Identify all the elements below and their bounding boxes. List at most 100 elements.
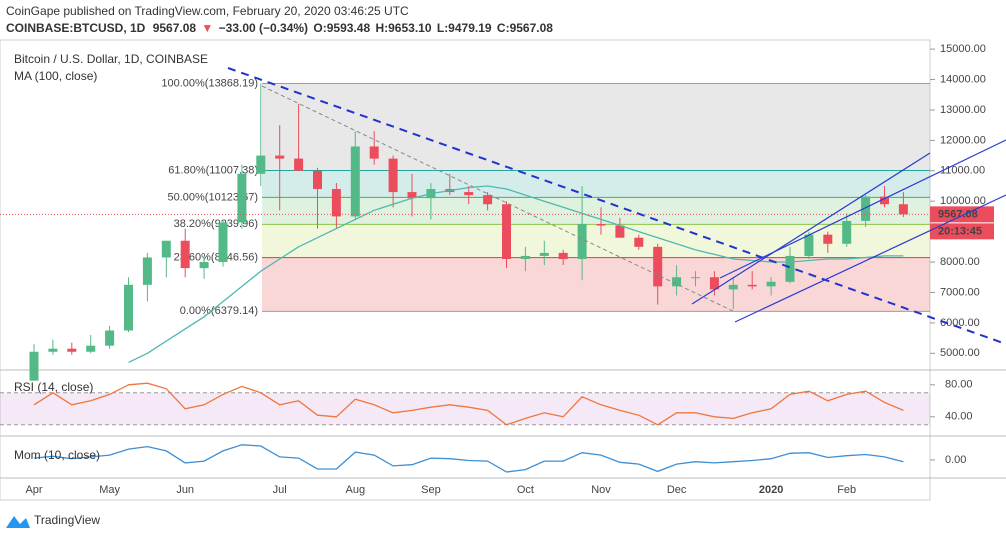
arrow: ▼	[201, 21, 213, 35]
candle-body	[161, 240, 171, 258]
x-tick-label: Jul	[273, 484, 287, 496]
rsi-band	[0, 392, 930, 425]
legend-rsi: RSI (14, close)	[14, 380, 93, 394]
x-tick-label: Dec	[667, 484, 687, 496]
trendline	[261, 85, 736, 313]
x-tick-label: Sep	[421, 484, 441, 496]
y-tick-label: 13000.00	[940, 104, 986, 116]
candle-body	[142, 257, 152, 285]
fib-label: 38.20%(9239.96)	[174, 218, 258, 230]
candle-body	[48, 348, 58, 352]
trendline	[227, 67, 1006, 345]
y-tick-label: 10000.00	[940, 195, 986, 207]
frame	[0, 39, 931, 501]
fib-label: 61.80%(11007.38)	[168, 164, 258, 176]
candle-body	[898, 204, 908, 215]
fib-zone	[262, 170, 930, 198]
y-tick-label: 5000.00	[940, 347, 980, 359]
fib-zone	[262, 83, 930, 171]
candle-body	[539, 252, 549, 256]
candle-body	[294, 158, 304, 171]
candle-body	[842, 220, 852, 244]
y-tick-label: 11000.00	[940, 165, 985, 177]
x-tick-label: Apr	[25, 484, 42, 496]
x-tick-label: Jun	[176, 484, 194, 496]
candle-body	[237, 173, 247, 223]
symbol: COINBASE:BTCUSD, 1D	[6, 21, 146, 35]
y-tick-label: 6000.00	[940, 317, 980, 329]
legend-ma: MA (100, close)	[14, 69, 97, 83]
candle-body	[691, 277, 700, 279]
candle-body	[388, 158, 398, 193]
fib-zone	[262, 257, 930, 312]
x-tick-label: Oct	[517, 484, 534, 496]
candle-body	[709, 277, 719, 290]
candle-body	[861, 196, 871, 221]
candle-body	[199, 262, 209, 269]
candle-body	[369, 146, 379, 159]
candle-body	[256, 155, 266, 174]
candle-body	[804, 234, 814, 256]
close: C:9567.08	[497, 21, 553, 35]
open: O:9593.48	[313, 21, 370, 35]
candle-body	[464, 192, 474, 196]
legend-title: Bitcoin / U.S. Dollar, 1D, COINBASE	[14, 52, 208, 66]
x-tick-label: 2020	[759, 484, 783, 496]
candle-body	[766, 281, 776, 287]
candle-body	[350, 146, 360, 217]
x-tick-label: Aug	[346, 484, 366, 496]
candle-body	[483, 195, 493, 205]
candle-body	[672, 277, 682, 287]
candle-body	[577, 224, 587, 259]
fib-label: 0.00%(6379.14)	[180, 305, 258, 317]
published: CoinGape published on TradingView.com, F…	[6, 4, 409, 18]
quote-line: COINBASE:BTCUSD, 1D 9567.08 ▼ −33.00 (−0…	[6, 21, 553, 35]
brand-name: TradingView	[34, 513, 100, 527]
y-tick-label: 8000.00	[940, 256, 980, 268]
candle-body	[747, 284, 757, 287]
candle-body	[275, 155, 285, 159]
fib-label: 100.00%(13868.19)	[161, 77, 258, 89]
candle-body	[728, 284, 738, 290]
x-tick-label: Feb	[837, 484, 856, 496]
y-tick-label: 12000.00	[940, 134, 986, 146]
candle-body	[880, 196, 889, 205]
mom-line	[33, 444, 904, 473]
marks-group: 5000.006000.007000.008000.009000.0010000…	[0, 43, 994, 496]
last-price-label: 9567.08	[938, 208, 978, 220]
low: L:9479.19	[437, 21, 492, 35]
candle-body	[313, 170, 322, 190]
fib-label: 50.00%(10123.67)	[167, 191, 258, 203]
fib-label: 23.60%(8146.56)	[174, 251, 258, 263]
legend-mom: Mom (10, close)	[14, 448, 100, 462]
high: H:9653.10	[375, 21, 431, 35]
fib-group: 100.00%(13868.19) 61.80%(11007.38) 50.00%(…	[161, 77, 930, 317]
candle-body	[502, 204, 511, 259]
brand: TradingView	[6, 513, 100, 528]
countdown-box	[930, 223, 994, 240]
candle-body	[785, 255, 795, 282]
y-tick-label: 80.00	[945, 379, 973, 391]
logo	[6, 516, 30, 528]
candle-body	[331, 189, 341, 217]
candle-body	[67, 348, 77, 352]
channel-line	[719, 139, 1006, 279]
x-tick-label: May	[99, 484, 120, 496]
candle-body	[520, 255, 530, 259]
candle-body	[124, 284, 133, 331]
candle-body	[29, 351, 39, 381]
channel-line	[691, 152, 931, 305]
candle-body	[823, 234, 833, 244]
candle-body	[558, 252, 568, 259]
y-tick-label: 40.00	[945, 411, 973, 423]
y-tick-label: 7000.00	[940, 286, 980, 298]
candle-body	[180, 240, 190, 269]
candle-body	[653, 246, 663, 287]
candle-body	[105, 330, 115, 346]
last-price-box	[930, 206, 994, 223]
y-tick-label: 15000.00	[940, 43, 986, 55]
candle-body	[407, 192, 417, 199]
y-tick-label: 0.00	[945, 454, 966, 466]
